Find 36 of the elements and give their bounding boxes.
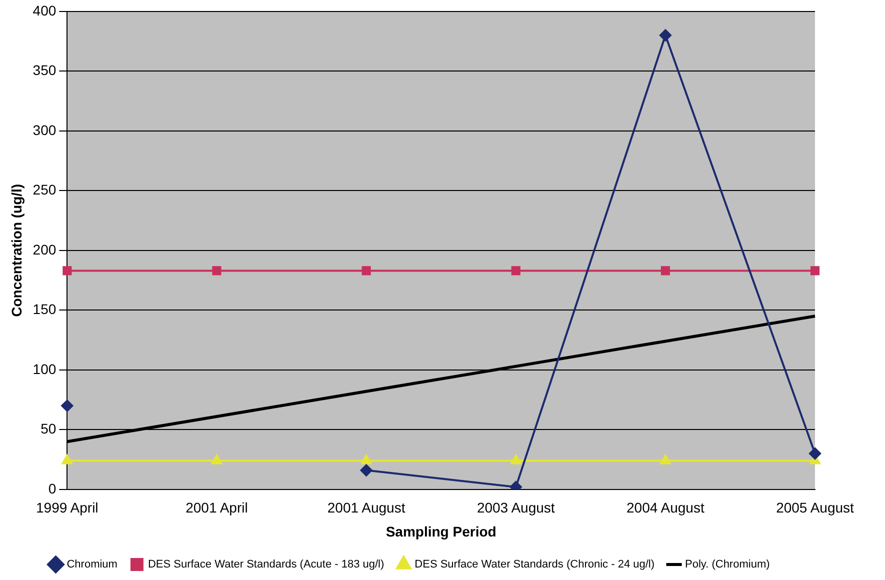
point: [660, 266, 670, 276]
point: [660, 454, 671, 464]
point: [211, 454, 222, 464]
y-tick-label: 200: [32, 241, 56, 258]
y-tick-label: 400: [32, 2, 56, 18]
y-tick-label: 100: [32, 360, 56, 377]
point: [809, 448, 821, 460]
x-tick-label: 2003 August: [476, 500, 555, 516]
y-tick-label: 150: [32, 301, 56, 318]
point: [62, 454, 72, 464]
x-tick-label: 1999 April: [36, 500, 98, 516]
legend-label: DES Surface Water Standards (Chronic - 24 ug/l): [414, 558, 655, 571]
point: [62, 266, 72, 276]
point: [360, 464, 372, 476]
x-tick-label: 2001 August: [327, 500, 406, 516]
legend-label: Chromium: [66, 558, 118, 571]
y-axis-title: Concentration (ug/l): [8, 184, 24, 317]
point: [61, 400, 74, 412]
point: [362, 266, 371, 276]
legend-label: Poly. (Chromium): [685, 558, 770, 571]
y-tick-label: 0: [48, 480, 56, 496]
point: [212, 266, 222, 276]
point: [511, 266, 520, 276]
point: [810, 266, 820, 276]
y-tick-label: 350: [32, 62, 56, 78]
y-tick-label: 250: [32, 182, 56, 198]
point: [659, 29, 672, 42]
y-tick-label: 300: [32, 122, 56, 138]
point: [510, 454, 522, 464]
legend-label: DES Surface Water Standards (Acute - 183 ug/l): [148, 558, 384, 571]
y-tick-label: 50: [40, 420, 56, 437]
point: [360, 454, 372, 464]
x-axis-title: Sampling Period: [386, 523, 496, 540]
x-tick-label: 2001 April: [186, 500, 248, 516]
x-tick-label: 2005 August: [776, 500, 854, 516]
x-tick-label: 2004 August: [626, 500, 704, 516]
